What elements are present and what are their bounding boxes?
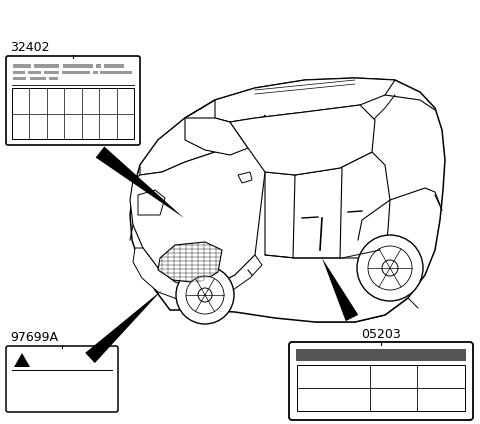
Circle shape — [198, 288, 212, 302]
Bar — [62, 71, 90, 74]
Polygon shape — [140, 90, 265, 175]
Bar — [28, 71, 41, 74]
Polygon shape — [133, 248, 262, 300]
Polygon shape — [322, 258, 358, 321]
Bar — [34, 64, 59, 68]
Bar — [104, 64, 124, 68]
Polygon shape — [238, 172, 252, 183]
Text: 05203: 05203 — [361, 328, 401, 341]
Circle shape — [176, 266, 234, 324]
Bar — [63, 64, 93, 68]
Bar — [49, 77, 58, 80]
Bar — [296, 349, 466, 361]
Polygon shape — [96, 147, 184, 218]
Polygon shape — [130, 78, 445, 322]
Circle shape — [357, 235, 423, 301]
Bar — [93, 71, 98, 74]
Polygon shape — [85, 290, 162, 363]
Circle shape — [382, 260, 398, 276]
Polygon shape — [14, 353, 30, 367]
Circle shape — [186, 276, 224, 314]
Text: 97699A: 97699A — [10, 331, 58, 344]
Bar — [297, 365, 465, 411]
Polygon shape — [130, 115, 265, 288]
Polygon shape — [138, 190, 165, 215]
Polygon shape — [315, 152, 408, 322]
Bar — [13, 77, 26, 80]
Bar — [44, 71, 59, 74]
Polygon shape — [158, 242, 222, 283]
Circle shape — [368, 246, 412, 290]
Bar — [12, 88, 134, 139]
Polygon shape — [185, 118, 248, 155]
Polygon shape — [215, 78, 395, 122]
Bar — [13, 64, 31, 68]
FancyBboxPatch shape — [6, 56, 140, 145]
Polygon shape — [230, 105, 375, 175]
Bar — [100, 71, 132, 74]
FancyBboxPatch shape — [289, 342, 473, 420]
Bar — [13, 71, 25, 74]
Polygon shape — [265, 152, 390, 258]
FancyBboxPatch shape — [6, 346, 118, 412]
Text: 32402: 32402 — [10, 41, 49, 54]
Bar — [96, 64, 101, 68]
Bar — [30, 77, 46, 80]
